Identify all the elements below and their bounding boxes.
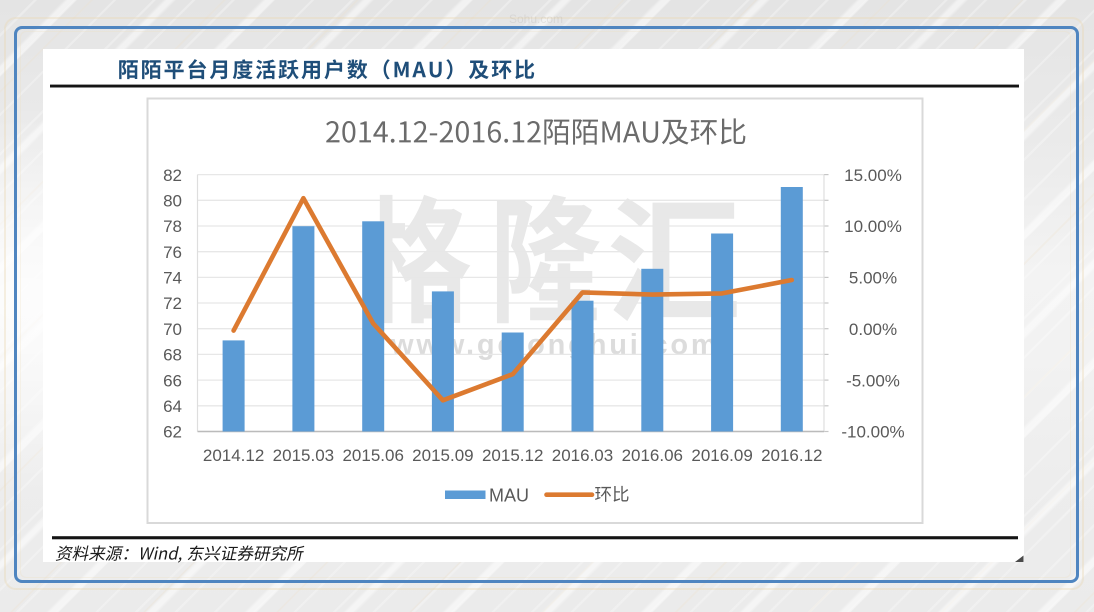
svg-text:-5.00%: -5.00% [846, 371, 900, 390]
svg-text:2015.06: 2015.06 [342, 446, 403, 465]
svg-text:72: 72 [163, 294, 182, 313]
svg-text:76: 76 [163, 243, 182, 262]
svg-text:64: 64 [163, 397, 182, 416]
svg-text:5.00%: 5.00% [849, 269, 897, 288]
svg-text:2016.12: 2016.12 [761, 446, 822, 465]
svg-text:-10.00%: -10.00% [841, 423, 904, 442]
svg-text:2016.03: 2016.03 [552, 446, 613, 465]
svg-text:80: 80 [163, 192, 182, 211]
svg-text:78: 78 [163, 217, 182, 236]
svg-text:15.00%: 15.00% [844, 166, 902, 185]
svg-text:10.00%: 10.00% [844, 217, 902, 236]
svg-text:62: 62 [163, 423, 182, 442]
svg-text:70: 70 [163, 320, 182, 339]
svg-text:2015.03: 2015.03 [273, 446, 334, 465]
svg-text:0.00%: 0.00% [849, 320, 897, 339]
svg-text:68: 68 [163, 346, 182, 365]
svg-text:74: 74 [163, 269, 182, 288]
svg-text:2016.09: 2016.09 [691, 446, 752, 465]
svg-text:2016.06: 2016.06 [622, 446, 683, 465]
svg-text:2014.12: 2014.12 [203, 446, 264, 465]
svg-text:Sohu.com: Sohu.com [509, 12, 563, 26]
svg-text:66: 66 [163, 371, 182, 390]
svg-text:2015.09: 2015.09 [412, 446, 473, 465]
svg-text:MAU: MAU [489, 486, 529, 506]
svg-text:82: 82 [163, 166, 182, 185]
svg-text:2015.12: 2015.12 [482, 446, 543, 465]
